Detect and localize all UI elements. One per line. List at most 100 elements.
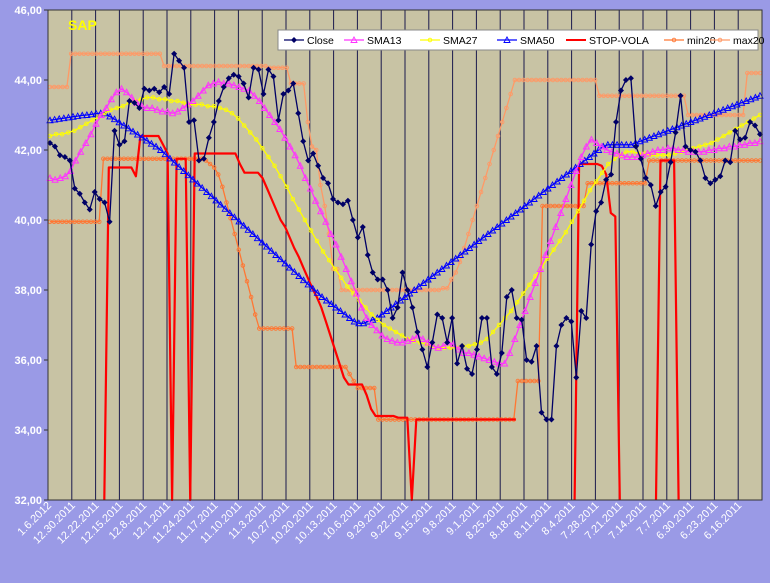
data-point (296, 161, 305, 169)
data-point (270, 73, 277, 80)
data-point (272, 163, 277, 168)
data-point (626, 180, 631, 186)
data-point (369, 312, 374, 317)
data-point (740, 112, 746, 118)
data-point (301, 81, 306, 86)
data-point (618, 180, 623, 186)
data-point (223, 107, 229, 112)
data-point (495, 359, 504, 367)
data-point (309, 284, 317, 292)
data-point (111, 127, 118, 134)
data-point (127, 93, 136, 101)
data-point (147, 139, 156, 147)
data-point (648, 152, 654, 158)
data-point (567, 77, 573, 83)
data-point (176, 57, 183, 64)
data-point (543, 416, 550, 423)
data-point (129, 127, 137, 135)
data-point (245, 94, 252, 101)
data-point (327, 230, 335, 237)
data-point (161, 63, 167, 69)
data-point (439, 342, 448, 349)
data-point (532, 378, 537, 384)
data-point (363, 305, 368, 310)
data-point (244, 279, 250, 284)
data-point (617, 140, 626, 148)
data-point (195, 63, 201, 69)
data-point (55, 114, 63, 122)
data-point (727, 130, 732, 135)
data-point (252, 312, 258, 317)
data-point (265, 66, 272, 73)
data-point (523, 357, 530, 363)
data-point (746, 139, 754, 146)
data-point (326, 364, 332, 370)
data-point (736, 112, 742, 118)
data-point (117, 84, 126, 92)
data-point (154, 156, 159, 161)
data-point (73, 112, 82, 119)
data-point (280, 65, 285, 70)
data-point (553, 177, 561, 185)
data-point (320, 249, 326, 254)
data-point (715, 112, 720, 118)
data-point (343, 364, 348, 370)
data-point (739, 123, 745, 128)
data-point (401, 293, 409, 300)
data-point (207, 161, 213, 167)
data-point (664, 93, 670, 98)
data-point (111, 51, 116, 57)
data-point (483, 175, 488, 181)
data-point (573, 203, 578, 209)
data-point (742, 97, 750, 104)
data-point (168, 109, 177, 117)
data-point (414, 329, 421, 335)
data-point (69, 112, 77, 120)
data-point (453, 270, 458, 275)
data-point (371, 385, 377, 391)
data-point (204, 63, 209, 69)
data-point (694, 112, 699, 118)
data-point (568, 318, 575, 325)
data-point (449, 277, 454, 282)
data-point (552, 203, 558, 209)
series-sma50 (46, 91, 764, 327)
data-point (273, 326, 278, 331)
data-point (278, 173, 283, 179)
data-point (267, 246, 276, 254)
data-point (368, 287, 374, 293)
data-point (61, 172, 70, 180)
data-point (332, 240, 340, 248)
data-point (330, 196, 337, 202)
data-point (751, 93, 760, 101)
data-point (429, 339, 436, 346)
data-point (260, 145, 265, 151)
data-point (483, 315, 490, 321)
data-point (457, 259, 463, 265)
data-point (539, 188, 548, 195)
data-point (125, 156, 131, 161)
data-point (349, 217, 356, 223)
data-point (557, 174, 566, 181)
data-point (90, 51, 95, 57)
data-point (373, 326, 381, 334)
data-point (529, 77, 535, 83)
data-point (584, 77, 589, 83)
data-point (76, 219, 81, 224)
data-point (659, 128, 667, 136)
data-point (156, 89, 163, 96)
data-point (438, 265, 446, 272)
data-point (190, 117, 197, 124)
data-point (84, 219, 90, 224)
data-point (655, 158, 660, 163)
data-point (733, 100, 741, 108)
data-point (508, 308, 514, 314)
data-point (232, 231, 237, 237)
data-point (521, 77, 526, 83)
data-point (393, 338, 402, 346)
data-point (244, 225, 253, 233)
data-point (679, 158, 685, 163)
legend-marker (427, 37, 433, 43)
data-point (322, 203, 327, 209)
data-point (572, 167, 580, 174)
